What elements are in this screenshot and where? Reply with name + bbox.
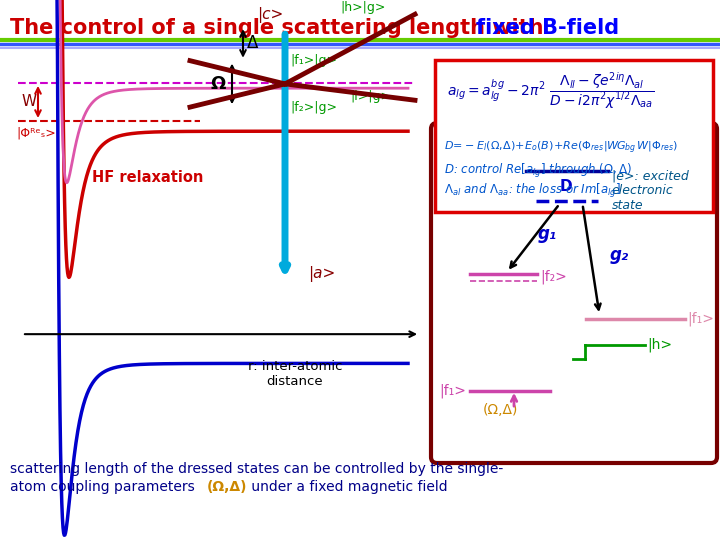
Text: |l>|g>: |l>|g>	[350, 90, 391, 103]
Text: Ω: Ω	[211, 75, 226, 93]
Text: scattering length of the dressed states can be controlled by the single-: scattering length of the dressed states …	[10, 462, 503, 476]
Text: (Ω,Δ): (Ω,Δ)	[207, 480, 248, 494]
Text: |f₂>|g>: |f₂>|g>	[290, 100, 337, 113]
Text: W: W	[22, 94, 37, 110]
Text: The control of a single scattering length with: The control of a single scattering lengt…	[10, 18, 551, 38]
Text: $D\!=\!-E_l(\Omega,\!\Delta)\!+\!E_o(B)\!+\!Re(\Phi_{res}|W\!G_{bg}\,W|\Phi_{res: $D\!=\!-E_l(\Omega,\!\Delta)\!+\!E_o(B)\…	[444, 140, 678, 157]
Text: under a fixed magnetic field: under a fixed magnetic field	[247, 480, 448, 494]
Text: |f₁>: |f₁>	[687, 312, 714, 326]
Text: Δ: Δ	[247, 35, 258, 52]
Text: D: D	[559, 179, 572, 194]
Text: |h>|g>: |h>|g>	[340, 1, 385, 14]
Text: |a>: |a>	[308, 266, 336, 282]
Text: r: inter-atomic
distance: r: inter-atomic distance	[248, 360, 342, 388]
Text: $\Lambda_{al}$ and $\Lambda_{aa}$: the loss or $Im[a_{lg}]$: $\Lambda_{al}$ and $\Lambda_{aa}$: the l…	[444, 182, 621, 200]
Text: $a_{lg}=a^{bg}_{lg}-2\pi^2\ \dfrac{\Lambda_{ll}-\zeta e^{2i\eta}\Lambda_{al}}{D-: $a_{lg}=a^{bg}_{lg}-2\pi^2\ \dfrac{\Lamb…	[447, 70, 654, 111]
Text: |e>: excited
electronic
state: |e>: excited electronic state	[611, 169, 688, 212]
Text: |Φᴿᵉₛ>: |Φᴿᵉₛ>	[16, 126, 55, 139]
Text: atom coupling parameters: atom coupling parameters	[10, 480, 199, 494]
Text: (Ω,Δ): (Ω,Δ)	[482, 403, 518, 417]
Text: |h>: |h>	[647, 338, 672, 352]
Text: $D$: control $Re[a_{lg}]$ through $(\Omega,\Delta)$: $D$: control $Re[a_{lg}]$ through $(\Ome…	[444, 162, 632, 180]
Text: HF relaxation: HF relaxation	[92, 170, 204, 185]
Text: g₁: g₁	[538, 225, 557, 243]
FancyBboxPatch shape	[431, 123, 717, 463]
Text: g₂: g₂	[610, 246, 629, 264]
Text: |f₁>: |f₁>	[439, 384, 466, 399]
Text: |c>: |c>	[257, 6, 283, 23]
Text: |f₂>: |f₂>	[540, 270, 567, 284]
Text: |f₁>|g>: |f₁>|g>	[290, 54, 337, 67]
FancyBboxPatch shape	[435, 60, 713, 212]
Text: fixed B-field: fixed B-field	[476, 18, 619, 38]
